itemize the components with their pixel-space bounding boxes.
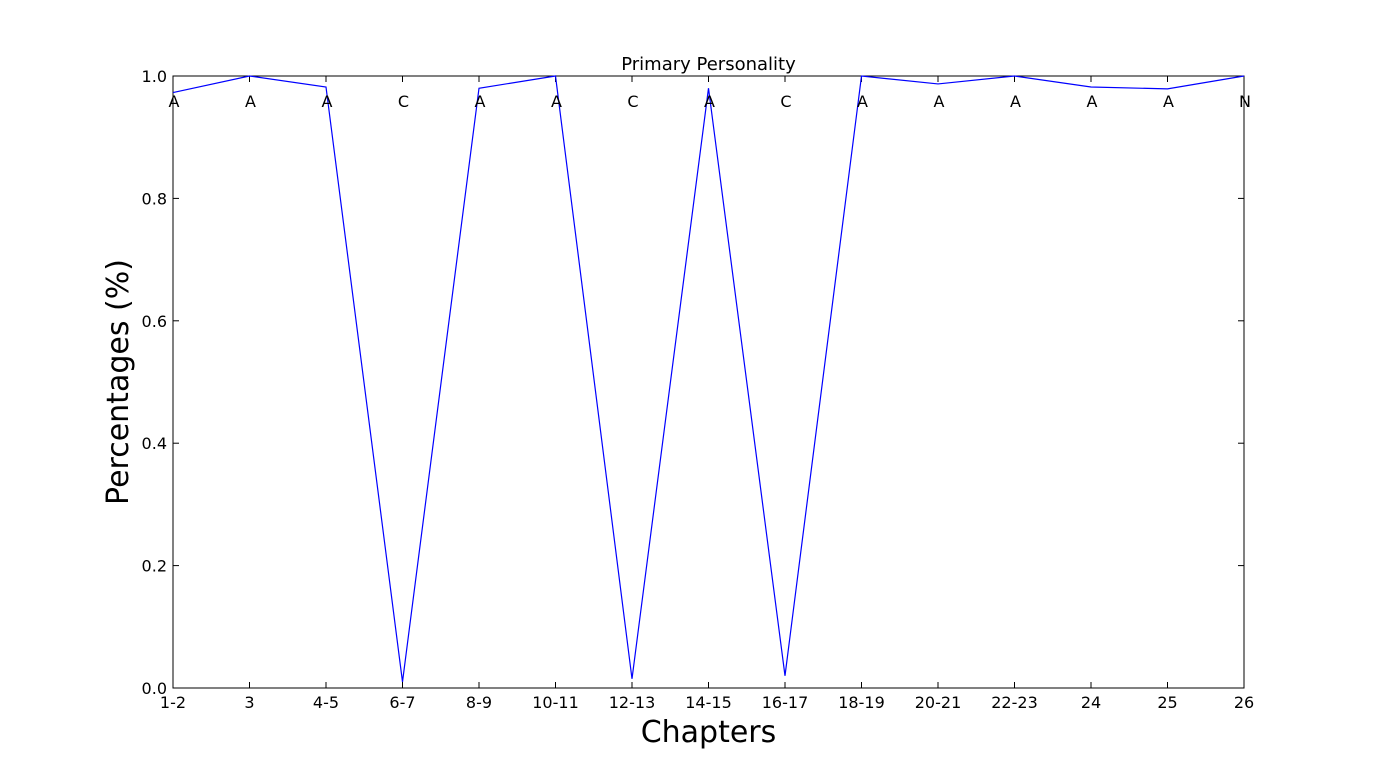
y-tick-label: 0.4 <box>142 434 167 453</box>
plot-frame-layer <box>172 75 1245 689</box>
point-label: A <box>245 92 256 111</box>
point-label: N <box>1239 92 1251 111</box>
x-tick-label: 16-17 <box>762 693 809 712</box>
point-label: A <box>322 92 333 111</box>
x-tick-label: 1-2 <box>160 693 186 712</box>
point-label: C <box>627 92 638 111</box>
point-label: C <box>398 92 409 111</box>
point-label: A <box>934 92 945 111</box>
point-label: C <box>780 92 791 111</box>
x-tick-labels-layer: 1-2 3 4-5 6-7 8-9 10-11 12-13 14-15 16-17 18-19 20… <box>160 693 1254 712</box>
y-tick-label: 0.8 <box>142 189 167 208</box>
x-tick-label: 8-9 <box>466 693 492 712</box>
plot-frame <box>172 75 1245 689</box>
x-axis-title: Chapters <box>641 715 777 750</box>
point-label: A <box>1087 92 1098 111</box>
x-tick-label: 4-5 <box>313 693 339 712</box>
point-label: A <box>475 92 486 111</box>
x-tick-label: 14-15 <box>685 693 732 712</box>
x-tick-label: 25 <box>1157 693 1177 712</box>
y-tick-labels-layer: 0.0 0.2 0.4 0.6 0.8 1.0 <box>142 67 167 698</box>
y-tick-label: 0.0 <box>142 679 167 698</box>
y-tick-label: 0.2 <box>142 557 167 576</box>
x-tick-label: 6-7 <box>389 693 415 712</box>
chart-title: Primary Personality <box>621 54 796 75</box>
x-tick-label: 12-13 <box>609 693 656 712</box>
x-tick-label: 18-19 <box>838 693 885 712</box>
x-tick-label: 3 <box>244 693 254 712</box>
x-tick-label: 10-11 <box>532 693 579 712</box>
axis-ticks-layer <box>172 75 1245 689</box>
point-label: A <box>551 92 562 111</box>
point-label: A <box>1163 92 1174 111</box>
x-tick-label: 24 <box>1081 693 1101 712</box>
y-tick-label: 1.0 <box>142 67 167 86</box>
x-tick-label: 20-21 <box>915 693 962 712</box>
x-tick-label: 22-23 <box>991 693 1038 712</box>
y-axis-title: Percentages (%) <box>101 259 136 505</box>
point-label: A <box>169 92 180 111</box>
series-layer <box>172 75 1245 682</box>
series-line <box>172 75 1245 682</box>
x-tick-label: 26 <box>1234 693 1254 712</box>
point-label: A <box>1010 92 1021 111</box>
y-tick-label: 0.6 <box>142 312 167 331</box>
point-label: A <box>857 92 868 111</box>
point-label: A <box>704 92 715 111</box>
